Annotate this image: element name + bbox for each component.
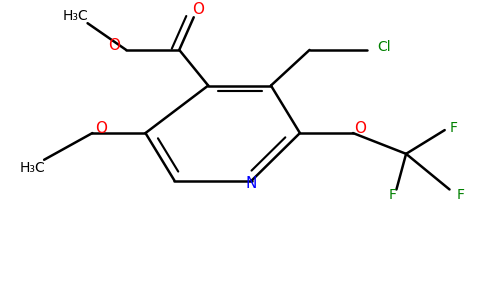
Text: F: F xyxy=(389,188,396,202)
Text: Cl: Cl xyxy=(378,40,391,54)
Text: H₃C: H₃C xyxy=(19,161,45,175)
Text: O: O xyxy=(354,121,366,136)
Text: F: F xyxy=(456,188,464,202)
Text: O: O xyxy=(193,2,205,17)
Text: N: N xyxy=(246,176,257,191)
Text: O: O xyxy=(95,121,107,136)
Text: O: O xyxy=(108,38,120,53)
Text: F: F xyxy=(449,121,457,135)
Text: H₃C: H₃C xyxy=(62,9,89,23)
